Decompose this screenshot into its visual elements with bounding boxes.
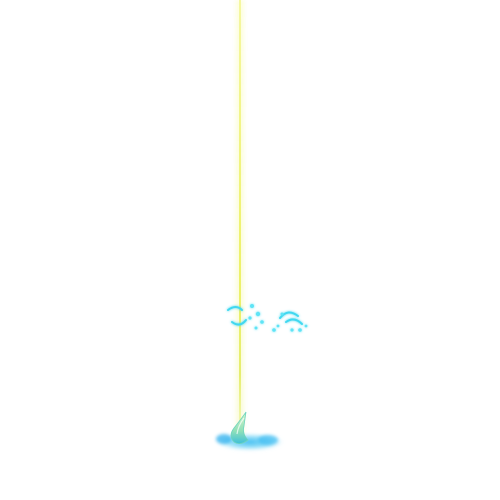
sparkle-dot [248, 316, 252, 320]
sparkle-dot [255, 311, 261, 317]
sparkle-dot [260, 320, 264, 324]
sparkle-dot [250, 304, 254, 308]
sparkle-dot [290, 328, 294, 332]
sparkle-curl-right [279, 311, 299, 319]
sparkle-particles [222, 300, 314, 340]
sparkle-dot [298, 328, 302, 332]
light-beam [236, 0, 244, 440]
sparkle-dot [280, 312, 284, 316]
sparkle-curl-left [227, 306, 243, 311]
sparkle-dot [254, 326, 258, 330]
light-beam-core [239, 0, 241, 440]
water-splash [208, 404, 288, 456]
sparkle-dot [276, 324, 280, 328]
sparkle-dot [272, 328, 276, 332]
sparkle-dot [304, 324, 308, 328]
sparkle-curl-left-2 [231, 319, 247, 326]
splash-pool-right [258, 435, 278, 445]
sparkle-curl-right-2 [285, 318, 303, 325]
splash-leaf-highlight [236, 417, 245, 435]
splash-pool-left [216, 434, 232, 444]
splash-leaf [230, 411, 249, 444]
